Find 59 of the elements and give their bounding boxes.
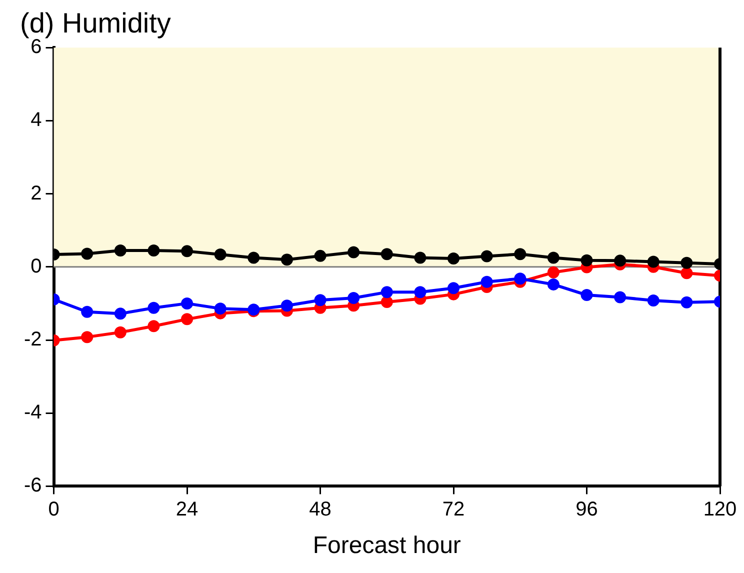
point: [480, 250, 493, 262]
y-tick-label: -6: [24, 474, 42, 497]
point: [647, 256, 660, 268]
point: [314, 250, 326, 262]
point: [81, 248, 94, 260]
y-tick-label: 4: [30, 109, 42, 132]
point: [680, 267, 693, 280]
x-tick-label: 48: [309, 498, 332, 521]
y-tick-label: 0: [30, 255, 42, 278]
y-tick-label: 2: [30, 182, 42, 204]
x-tick-label: 120: [703, 498, 737, 521]
x-tick-label: 0: [48, 498, 60, 521]
point: [280, 300, 293, 312]
x-tick-label: 24: [176, 498, 198, 521]
point: [181, 245, 194, 258]
point: [614, 291, 626, 304]
point: [181, 313, 194, 326]
point: [480, 276, 493, 288]
point: [81, 306, 94, 318]
point: [148, 244, 160, 256]
point: [380, 248, 393, 260]
point: [181, 297, 194, 310]
point: [414, 252, 426, 264]
point: [547, 278, 560, 290]
chart-title: (d) Humidity: [20, 8, 171, 39]
point: [448, 282, 460, 294]
point: [580, 289, 593, 302]
point: [414, 286, 426, 298]
point: [547, 252, 560, 264]
point: [214, 248, 226, 260]
point: [348, 246, 360, 258]
point: [248, 252, 260, 264]
point: [514, 272, 526, 285]
point: [214, 302, 226, 315]
point: [380, 296, 393, 308]
point: [680, 256, 693, 269]
point: [380, 286, 393, 298]
x-axis-title: Forecast hour: [312, 532, 461, 560]
point: [114, 326, 126, 338]
point: [614, 254, 626, 267]
point: [647, 294, 660, 307]
x-tick-label: 72: [442, 498, 465, 521]
point: [148, 302, 160, 314]
point: [280, 254, 293, 266]
point: [81, 331, 94, 344]
x-tick-label: 96: [576, 498, 598, 521]
point: [314, 294, 326, 306]
point: [448, 252, 460, 264]
point: [348, 292, 360, 304]
point: [580, 254, 593, 266]
point: [148, 320, 160, 332]
point: [114, 308, 126, 320]
point: [514, 248, 526, 260]
point: [114, 244, 126, 256]
y-tick-label: 6: [30, 36, 42, 58]
point: [680, 296, 693, 308]
y-tick-label: -2: [24, 328, 42, 351]
y-tick-label: -4: [24, 402, 42, 424]
point: [547, 266, 560, 278]
